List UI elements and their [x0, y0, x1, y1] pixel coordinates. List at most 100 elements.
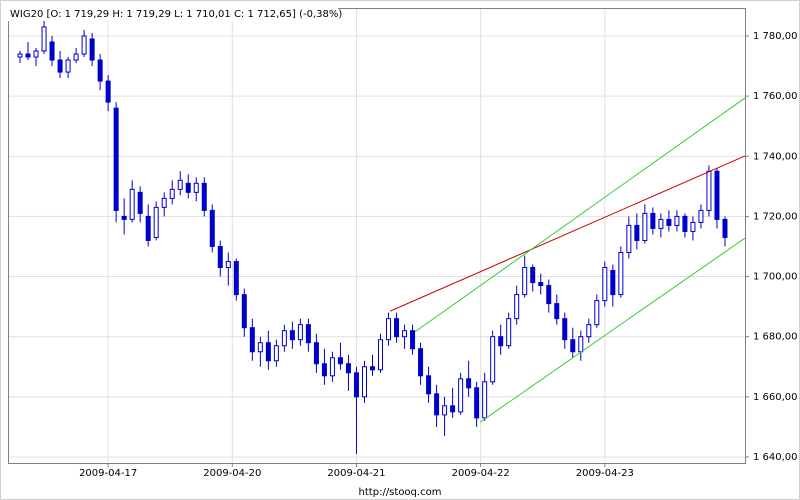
candle-body — [714, 170, 720, 220]
candle-body — [153, 206, 159, 238]
candle-body — [602, 267, 608, 302]
candle-body — [690, 221, 696, 232]
candle-body — [177, 179, 183, 190]
candle-body — [297, 324, 303, 341]
candle-body — [610, 270, 616, 296]
x-tick-label: 2009-04-22 — [452, 468, 510, 479]
candle-body — [650, 212, 656, 229]
y-tick-label: 1 700,00 — [753, 272, 798, 283]
candle-body — [121, 215, 127, 220]
candle-body — [530, 267, 536, 284]
candle-body — [490, 336, 496, 383]
candle-body — [89, 38, 95, 61]
trend-line — [479, 237, 746, 423]
candle-body — [305, 324, 311, 344]
candle-body — [410, 330, 416, 350]
candle-body — [402, 330, 408, 338]
candle-body — [706, 170, 712, 211]
candle-body — [233, 261, 239, 296]
x-tick-label: 2009-04-20 — [203, 468, 261, 479]
y-tick-label: 1 680,00 — [753, 332, 798, 343]
chart-title: WIG20 [O: 1 719,29 H: 1 719,29 L: 1 710,… — [10, 9, 342, 20]
candle-body — [369, 366, 375, 371]
candle-body — [674, 215, 680, 226]
candle-body — [682, 215, 688, 232]
candle-body — [466, 378, 472, 389]
candle-body — [25, 53, 31, 58]
candle-body — [313, 342, 319, 365]
candle-body — [658, 218, 664, 229]
candle-body — [634, 224, 640, 241]
candle-body — [498, 336, 504, 347]
source: http://stooq.com — [359, 487, 442, 498]
x-tick-label: 2009-04-17 — [79, 468, 137, 479]
candle-body — [474, 387, 480, 419]
candle-body — [209, 209, 215, 247]
candle-body — [554, 303, 560, 320]
candle-body — [522, 267, 528, 296]
candle-body — [193, 182, 199, 193]
candle-body — [73, 53, 79, 61]
y-tick-label: 1 780,00 — [753, 31, 798, 42]
candle-body — [225, 261, 231, 269]
candle-body — [337, 357, 343, 365]
candle-body — [113, 107, 119, 211]
candle-body — [586, 324, 592, 338]
candle-body — [257, 342, 263, 353]
candle-body — [321, 363, 327, 377]
x-tick-label: 2009-04-21 — [327, 468, 385, 479]
candle-body — [161, 197, 167, 208]
candle-body — [65, 59, 71, 73]
candle-body — [81, 35, 87, 55]
y-tick-label: 1 640,00 — [753, 452, 798, 463]
candle-body — [426, 375, 432, 395]
candle-body — [201, 182, 207, 211]
candle-body — [17, 53, 23, 58]
candle-body — [562, 318, 568, 341]
candle-body — [450, 405, 456, 413]
y-tick-label: 1 740,00 — [753, 151, 798, 162]
y-tick-label: 1 760,00 — [753, 91, 798, 102]
trend-line — [414, 97, 746, 333]
candle-body — [145, 215, 151, 241]
candle-body — [698, 209, 704, 223]
candle-body — [41, 26, 47, 52]
candle-body — [666, 218, 672, 226]
candle-body — [418, 348, 424, 377]
candle-body — [386, 318, 392, 341]
candle-body — [458, 378, 464, 413]
x-tick-label: 2009-04-23 — [576, 468, 634, 479]
y-tick-label: 1 720,00 — [753, 211, 798, 222]
candle-body — [442, 405, 448, 416]
candle-body — [49, 41, 55, 61]
candle-body — [129, 188, 135, 220]
candle-body — [361, 366, 367, 398]
candle-body — [578, 336, 584, 353]
candle-body — [378, 339, 384, 371]
candle-body — [57, 59, 63, 73]
candle-body — [482, 381, 488, 419]
candle-body — [642, 212, 648, 241]
candle-body — [506, 318, 512, 347]
candle-body — [249, 327, 255, 353]
trend-line — [389, 155, 746, 312]
candle-body — [546, 285, 552, 305]
candle-body — [434, 393, 440, 416]
candle-body — [722, 218, 728, 238]
candle-body — [241, 294, 247, 329]
candle-body — [514, 294, 520, 320]
candle-body — [394, 318, 400, 338]
candle-body — [33, 50, 39, 58]
candle-body — [265, 342, 271, 362]
candle-body — [618, 251, 624, 296]
candle-body — [345, 363, 351, 374]
candle-body — [185, 182, 191, 193]
candle-body — [594, 300, 600, 326]
candle-body — [329, 357, 335, 377]
plot-border — [8, 8, 746, 464]
candle-body — [169, 188, 175, 199]
y-tick-label: 1 660,00 — [753, 392, 798, 403]
candle-body — [289, 330, 295, 341]
